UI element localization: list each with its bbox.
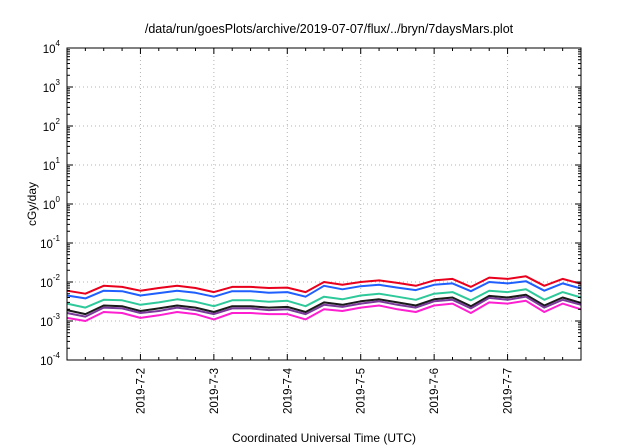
y-tick-label: 100 <box>43 195 61 212</box>
y-tick-label: 10-2 <box>40 273 60 290</box>
y-axis-label: cGy/day <box>25 182 39 226</box>
x-tick-label: 2019-7-4 <box>282 367 294 414</box>
x-tick-label: 2019-7-3 <box>209 368 221 414</box>
x-tick-label: 2019-7-2 <box>135 368 147 414</box>
y-tick-label: 10-4 <box>40 351 60 368</box>
y-tick-label: 101 <box>43 156 61 173</box>
y-tick-label: 103 <box>43 78 61 95</box>
series-line-1 <box>66 275 582 295</box>
series-line-5 <box>66 295 582 318</box>
series-line-2 <box>66 280 582 300</box>
series-line-6 <box>66 299 582 322</box>
y-tick-label: 104 <box>43 39 61 56</box>
x-axis: 2019-7-2 2019-7-3 2019-7-4 2019-7-5 2019-7-6… <box>84 48 564 414</box>
series-line-3 <box>66 288 582 309</box>
x-axis-label: Coordinated Universal Time (UTC) <box>232 431 416 445</box>
y-tick-label: 102 <box>43 117 61 134</box>
y-tick-label: 10-1 <box>40 234 60 251</box>
y-tick-label: 10-3 <box>40 312 60 329</box>
series-layer <box>66 275 582 322</box>
chart-title: /data/run/goesPlots/archive/2019-07-07/f… <box>145 22 514 36</box>
x-tick-label: 2019-7-5 <box>356 368 368 414</box>
x-tick-label: 2019-7-6 <box>429 368 441 414</box>
y-axis: 10-4 10-3 10-2 10-1 100 101 102 103 104 <box>40 39 581 368</box>
x-tick-label: 2019-7-7 <box>503 368 515 414</box>
series-line-4 <box>66 293 582 316</box>
